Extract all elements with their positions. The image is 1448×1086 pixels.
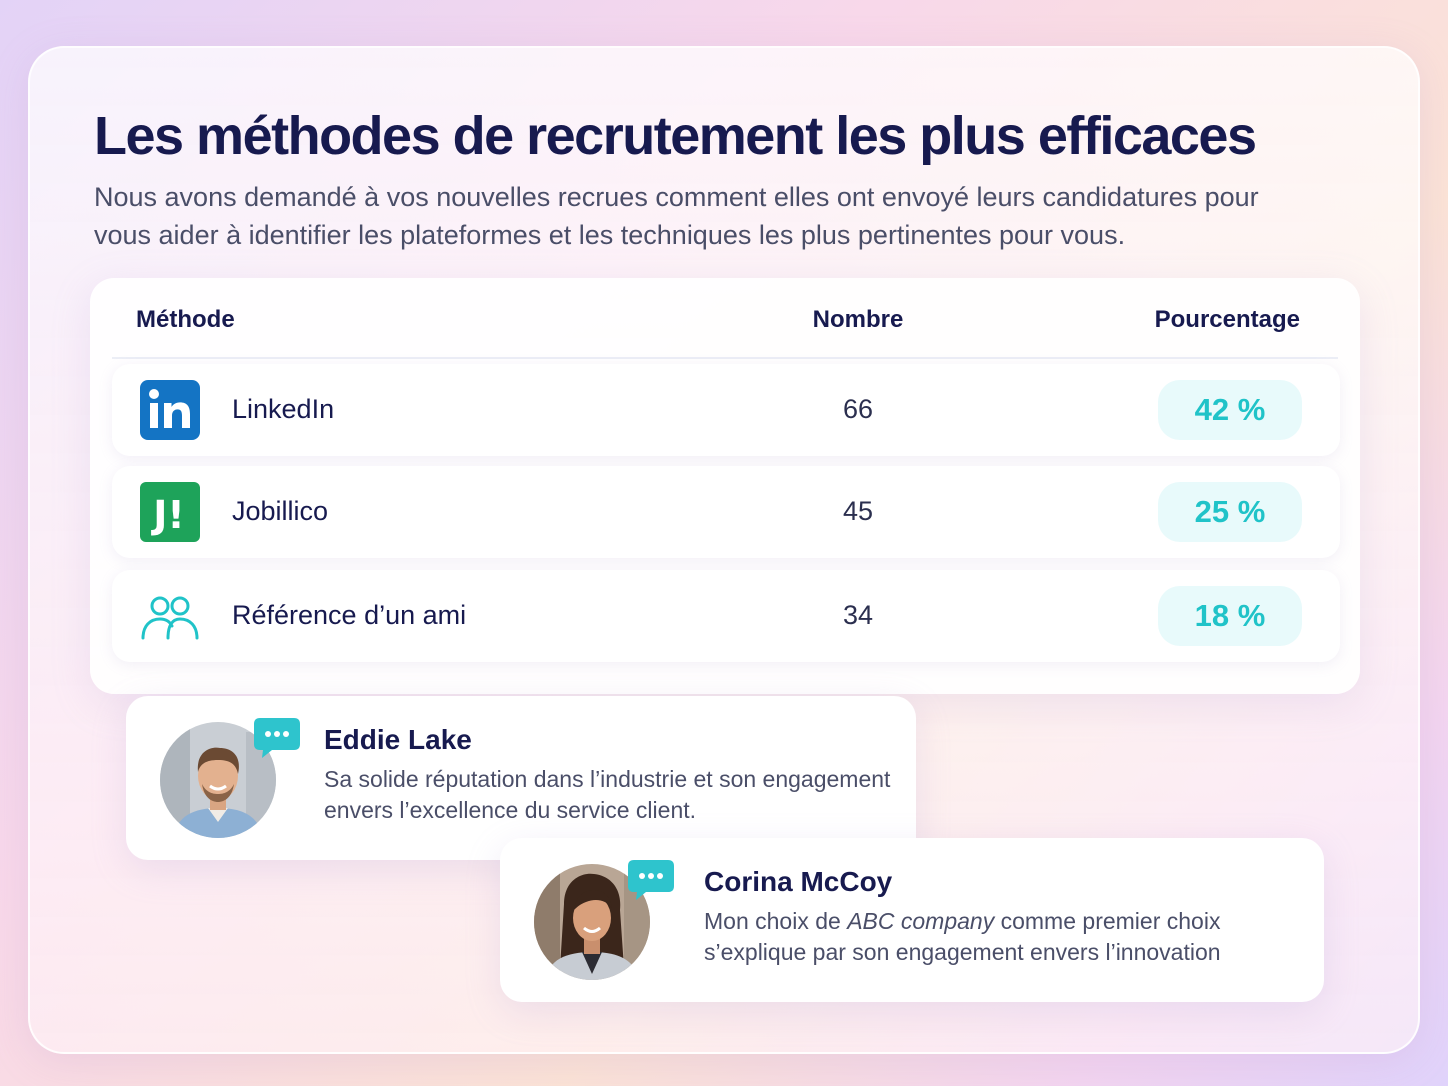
percent-badge: 25 % — [1158, 482, 1302, 542]
method-count: 34 — [842, 600, 874, 630]
testimonial-card-eddie: Eddie Lake Sa solide réputation dans l’i… — [126, 696, 916, 860]
company-name: ABC company — [847, 908, 995, 934]
chat-bubble-icon — [252, 716, 302, 760]
method-count: 66 — [842, 394, 874, 424]
method-label: Jobillico — [232, 496, 329, 526]
percent-badge: 18 % — [1158, 586, 1302, 646]
testimonial-name: Eddie Lake — [324, 724, 472, 755]
svg-text:J!: J! — [150, 493, 184, 537]
testimonial-card-corina: Corina McCoy Mon choix de ABC company co… — [500, 838, 1324, 1002]
page-subtitle: Nous avons demandé à vos nouvelles recru… — [94, 182, 1259, 250]
percent-badge: 42 % — [1158, 380, 1302, 440]
testimonial-text: Mon choix de ABC company comme premier c… — [704, 906, 1304, 968]
table-row-linkedin[interactable]: LinkedIn 66 42 % — [112, 364, 1340, 456]
method-count: 45 — [842, 496, 874, 526]
jobillico-icon: J! — [140, 482, 200, 542]
method-label: LinkedIn — [232, 394, 335, 424]
column-header-count: Nombre — [812, 306, 904, 333]
column-header-percent: Pourcentage — [1154, 306, 1300, 333]
users-icon — [140, 586, 200, 646]
testimonial-text: Sa solide réputation dans l’industrie et… — [324, 766, 891, 823]
method-label: Référence d’un ami — [232, 600, 467, 630]
table-row-jobillico[interactable]: J! Jobillico 45 25 % — [112, 466, 1340, 558]
column-header-method: Méthode — [136, 306, 235, 333]
header-divider — [112, 357, 1338, 359]
chat-bubble-icon — [626, 858, 676, 902]
page-title: Les méthodes de recrutement les plus eff… — [94, 106, 1257, 166]
testimonial-text-start: Mon choix de — [704, 908, 848, 934]
testimonial-text-end: comme premier choix s’explique par son e… — [704, 908, 1221, 965]
testimonial-name: Corina McCoy — [704, 866, 893, 897]
table-row-referral[interactable]: Référence d’un ami 34 18 % — [112, 570, 1340, 662]
linkedin-icon — [140, 380, 200, 440]
